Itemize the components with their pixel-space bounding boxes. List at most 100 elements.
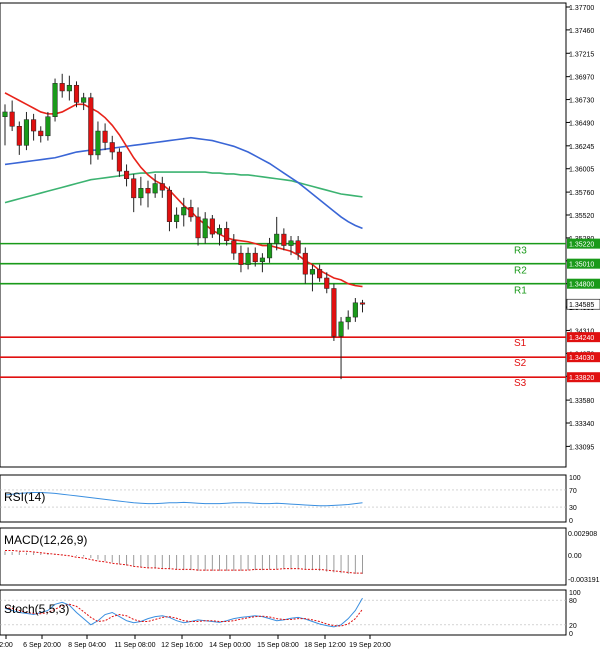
x-axis: 2:00 6 Sep 20:00 8 Sep 04:00 11 Sep 08:00 12… bbox=[0, 635, 391, 649]
macd-tick-label: -0.003191 bbox=[568, 577, 600, 584]
y-tick-label: 1.33580 bbox=[569, 398, 594, 405]
level-price-label: 1.35010 bbox=[569, 262, 594, 269]
candle-bear bbox=[238, 252, 244, 265]
y-tick-label: 1.36245 bbox=[569, 144, 594, 151]
level-name-s1: S1 bbox=[514, 338, 527, 349]
level-name-r2: R2 bbox=[514, 266, 527, 277]
rsi-tick-label: 70 bbox=[569, 488, 577, 495]
macd-panel: 0.002908 0.00 -0.003191 MACD(12,26,9) bbox=[0, 527, 600, 586]
candle-bear bbox=[302, 252, 308, 275]
level-price-label: 1.33820 bbox=[569, 375, 594, 382]
candle-bear bbox=[224, 228, 230, 242]
candle-bear bbox=[231, 240, 237, 254]
level-price-box bbox=[567, 238, 600, 249]
candle-bull bbox=[52, 83, 58, 117]
rsi-tick-label: 0 bbox=[569, 518, 573, 525]
main-panel: 1.37700 1.37460 1.37215 1.36970 1.36730 1.364… bbox=[0, 2, 600, 468]
candle-bear bbox=[16, 126, 22, 146]
candle-bear bbox=[88, 97, 94, 156]
candle-bear bbox=[324, 277, 330, 289]
ma-medium-line bbox=[4, 136, 363, 230]
candle-bear bbox=[59, 83, 65, 92]
ma-slow-line bbox=[4, 171, 363, 204]
x-tick-label: 18 Sep 12:00 bbox=[304, 642, 346, 649]
y-tick-label: 1.35760 bbox=[569, 190, 594, 197]
y-tick-label: 1.36970 bbox=[569, 75, 594, 82]
y-tick-label: 1.37460 bbox=[569, 28, 594, 35]
x-tick-label: 2:00 bbox=[0, 642, 13, 649]
candle-bull bbox=[202, 218, 208, 239]
stoch-k-line bbox=[4, 597, 363, 628]
y-tick-label: 1.36730 bbox=[569, 98, 594, 105]
candle-bull bbox=[138, 188, 144, 199]
candle-bear bbox=[116, 151, 122, 172]
candle-bear bbox=[331, 288, 337, 337]
level-name-r3: R3 bbox=[514, 246, 527, 257]
candle-bull bbox=[216, 228, 223, 235]
rsi-line bbox=[4, 491, 363, 507]
x-tick-label: 19 Sep 20:00 bbox=[349, 642, 391, 649]
y-tick-label: 1.33340 bbox=[569, 421, 594, 428]
candle-bear bbox=[159, 183, 165, 191]
stoch-d-line bbox=[4, 603, 363, 627]
candle-bear bbox=[131, 178, 137, 199]
macd-tick-label: 0.002908 bbox=[568, 531, 597, 538]
y-tick-label: 1.37215 bbox=[569, 51, 594, 58]
candle-bull bbox=[245, 252, 251, 265]
candle-bull bbox=[259, 257, 265, 263]
candle-bull bbox=[267, 243, 273, 259]
stoch-tick-label: 0 bbox=[569, 631, 573, 638]
candle-bear bbox=[252, 252, 258, 263]
candle-bull bbox=[338, 321, 344, 337]
rsi-title: RSI(14) bbox=[4, 490, 45, 504]
candle-bull bbox=[45, 116, 51, 137]
level-name-s2: S2 bbox=[514, 358, 527, 369]
candle-bull bbox=[81, 97, 87, 103]
candle-bear bbox=[102, 130, 108, 143]
candle-bull bbox=[274, 233, 280, 244]
candle-bull bbox=[174, 214, 180, 222]
candle-bear bbox=[124, 170, 130, 180]
stoch-title: Stoch(5,5,3) bbox=[4, 602, 69, 616]
candle-bear bbox=[195, 216, 201, 239]
y-tick-label: 1.36005 bbox=[569, 167, 594, 174]
rsi-tick-label: 30 bbox=[569, 505, 577, 512]
current-price-label: 1.34585 bbox=[569, 302, 594, 309]
x-tick-label: 14 Sep 00:00 bbox=[209, 642, 251, 649]
candle-bull bbox=[152, 183, 158, 194]
stoch-tick-label: 80 bbox=[569, 598, 577, 605]
y-tick-label: 1.34310 bbox=[569, 328, 594, 335]
candle-bull bbox=[95, 130, 101, 156]
level-price-label: 1.34240 bbox=[569, 335, 594, 342]
y-tick-label: 1.35520 bbox=[569, 213, 594, 220]
x-tick-label: 15 Sep 08:00 bbox=[257, 642, 299, 649]
candle-bull bbox=[181, 207, 187, 216]
stoch-tick-label: 100 bbox=[569, 590, 581, 597]
x-tick-label: 8 Sep 04:00 bbox=[68, 642, 106, 649]
y-tick-label: 1.37700 bbox=[569, 5, 594, 12]
y-tick-label: 1.36490 bbox=[569, 120, 594, 127]
macd-tick-label: 0.00 bbox=[568, 553, 582, 560]
rsi-tick-label: 100 bbox=[569, 475, 581, 482]
candle-bull bbox=[288, 240, 294, 246]
level-price-box bbox=[567, 352, 600, 363]
candle-bear bbox=[73, 84, 80, 103]
level-price-label: 1.34800 bbox=[569, 282, 594, 289]
x-tick-label: 11 Sep 08:00 bbox=[114, 642, 155, 649]
level-name-s3: S3 bbox=[514, 378, 527, 389]
candle-bear bbox=[38, 130, 44, 137]
candle-bull bbox=[23, 119, 29, 146]
macd-signal-line bbox=[5, 549, 363, 574]
level-price-box bbox=[567, 332, 600, 343]
candle-bear bbox=[109, 142, 115, 153]
candle-bull bbox=[309, 269, 315, 275]
candle-bull bbox=[66, 84, 72, 92]
candle-bear bbox=[166, 189, 172, 222]
x-tick-label: 12 Sep 16:00 bbox=[161, 642, 203, 649]
candle-bear bbox=[317, 269, 323, 279]
candle-bear bbox=[31, 119, 37, 132]
macd-title: MACD(12,26,9) bbox=[4, 533, 87, 547]
level-price-label: 1.35220 bbox=[569, 242, 594, 249]
